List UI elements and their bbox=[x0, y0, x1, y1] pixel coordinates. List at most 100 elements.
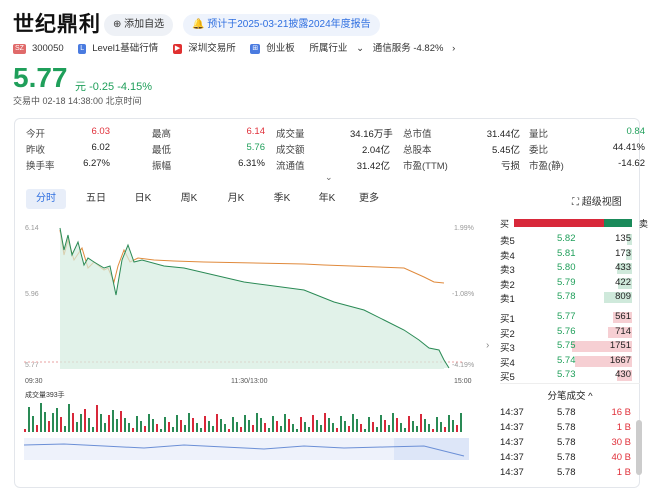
stat-value: 44.41% bbox=[612, 142, 645, 153]
navigator-line bbox=[24, 443, 465, 457]
ob-volume: 430 bbox=[615, 369, 631, 380]
stat-label: 总市值 bbox=[403, 129, 432, 140]
ob-price: 5.80 bbox=[557, 262, 576, 273]
industry-dropdown[interactable]: 所属行业 ⌄ bbox=[309, 43, 365, 54]
volume-bar bbox=[256, 413, 258, 432]
trade-time: 14:37 bbox=[500, 407, 524, 418]
ob-volume: 714 bbox=[615, 325, 631, 337]
tab-4[interactable]: 月K bbox=[227, 193, 245, 204]
board-link[interactable]: ⊞ 创业板 bbox=[250, 43, 295, 54]
scrollbar[interactable] bbox=[636, 420, 642, 475]
tab-1[interactable]: 五日 bbox=[86, 193, 106, 204]
volume-bar bbox=[196, 423, 198, 432]
stat-value: 6.31% bbox=[238, 158, 265, 169]
volume-bar bbox=[248, 420, 250, 432]
stock-code: 300050 bbox=[31, 43, 64, 54]
volume-bar bbox=[84, 409, 86, 432]
depth-bar bbox=[572, 341, 632, 352]
stat-label: 昨收 bbox=[26, 145, 46, 156]
volume-bar bbox=[440, 422, 442, 432]
volume-bar bbox=[456, 425, 458, 432]
tab-2[interactable]: 日K bbox=[134, 193, 152, 204]
volume-bar bbox=[328, 418, 330, 432]
ratio-buy-label: 买 bbox=[500, 219, 510, 229]
volume-bar bbox=[380, 415, 382, 432]
ob-price: 5.79 bbox=[557, 276, 576, 288]
trade-volume: 30 B bbox=[611, 437, 631, 448]
stat-value: 2.04亿 bbox=[362, 145, 390, 156]
ob-level: 买3 bbox=[500, 343, 515, 354]
trade-time: 14:37 bbox=[500, 467, 524, 478]
volume-bar bbox=[168, 422, 170, 432]
intraday-chart[interactable]: 6.14 5.96 5.77 1.99% -1.08% -4.19% 09:30… bbox=[24, 220, 494, 465]
volume-bar bbox=[268, 428, 270, 432]
stat-label: 最高 bbox=[152, 129, 172, 140]
ob-volume: 422 bbox=[615, 276, 631, 288]
volume-bar bbox=[240, 427, 242, 432]
depth-bar bbox=[575, 355, 632, 367]
volume-bar bbox=[288, 419, 290, 432]
price-area bbox=[60, 228, 449, 369]
volume-bar bbox=[68, 404, 70, 432]
ratio-green bbox=[604, 219, 632, 227]
stat-value: 亏损 bbox=[500, 161, 520, 172]
volume-bar bbox=[276, 421, 278, 432]
sector-link[interactable]: 通信服务 -4.82% › bbox=[372, 43, 456, 54]
volume-bar bbox=[48, 421, 50, 432]
volume-bar bbox=[232, 417, 234, 432]
expand-chevron-icon[interactable]: ⌄ bbox=[325, 172, 333, 182]
navigator[interactable] bbox=[24, 438, 469, 460]
super-view-button[interactable]: ⛶ 超级视图 bbox=[572, 197, 622, 208]
volume-bar bbox=[156, 424, 158, 432]
trade-time: 14:37 bbox=[500, 422, 524, 433]
stat-value: 5.45亿 bbox=[492, 145, 520, 156]
ob-volume: 809 bbox=[615, 291, 631, 302]
volume-bar bbox=[360, 424, 362, 432]
trade-volume: 16 B bbox=[611, 407, 631, 418]
stat-value: 31.42亿 bbox=[356, 161, 390, 172]
current-price: 5.77 bbox=[13, 62, 68, 93]
ob-volume: 433 bbox=[615, 262, 631, 273]
volume-bar bbox=[176, 415, 178, 432]
change-pct: -4.15% bbox=[117, 81, 153, 93]
volume-bar bbox=[436, 417, 438, 432]
volume-bar bbox=[252, 425, 254, 432]
volume-bar bbox=[152, 419, 154, 432]
volume-bar bbox=[136, 416, 138, 432]
depth-bar bbox=[617, 263, 632, 274]
tab-3[interactable]: 周K bbox=[180, 193, 198, 204]
report-notice[interactable]: 🔔 预计于2025-03-21披露2024年度报告 bbox=[183, 14, 380, 36]
volume-bar bbox=[40, 403, 42, 432]
volume-bar bbox=[64, 426, 66, 432]
volume-bar bbox=[392, 413, 394, 432]
tab-5[interactable]: 季K bbox=[273, 193, 291, 204]
collapse-arrow-icon[interactable]: › bbox=[486, 340, 490, 351]
stock-name: 世纪鼎利 bbox=[13, 13, 101, 36]
stat-value: 5.76 bbox=[246, 142, 266, 153]
trade-time: 14:37 bbox=[500, 437, 524, 448]
volume-bar bbox=[92, 427, 94, 432]
tab-7[interactable]: 更多 bbox=[359, 193, 379, 204]
x-mid-label: 11:30/13:00 bbox=[231, 378, 268, 385]
volume-bar bbox=[420, 414, 422, 432]
volume-bar bbox=[416, 426, 418, 432]
volume-bar bbox=[32, 416, 34, 432]
add-watchlist-button[interactable]: ⊕ 添加自选 bbox=[104, 14, 174, 36]
volume-bar bbox=[428, 424, 430, 432]
volume-bar bbox=[320, 425, 322, 432]
stat-label: 市盈(TTM) bbox=[403, 161, 448, 172]
trade-price: 5.78 bbox=[557, 452, 576, 463]
tab-0[interactable]: 分时 bbox=[26, 189, 66, 209]
notice-label: 预计于2025-03-21披露2024年度报告 bbox=[207, 19, 371, 30]
volume-bar bbox=[284, 414, 286, 432]
level1-link[interactable]: L Level1基础行情 bbox=[78, 43, 159, 54]
ob-level: 买5 bbox=[500, 372, 515, 383]
volume-bar bbox=[124, 418, 126, 432]
trades-header[interactable]: 分笔成交 ^ bbox=[500, 383, 640, 402]
navigator-window[interactable] bbox=[394, 438, 469, 460]
trades-title: 分笔成交 bbox=[547, 391, 586, 402]
volume-label: 成交量393手 bbox=[25, 390, 65, 399]
trade-price: 5.78 bbox=[557, 407, 576, 418]
tab-6[interactable]: 年K bbox=[318, 193, 336, 204]
exchange-link[interactable]: ▶ 深圳交易所 bbox=[172, 43, 236, 54]
